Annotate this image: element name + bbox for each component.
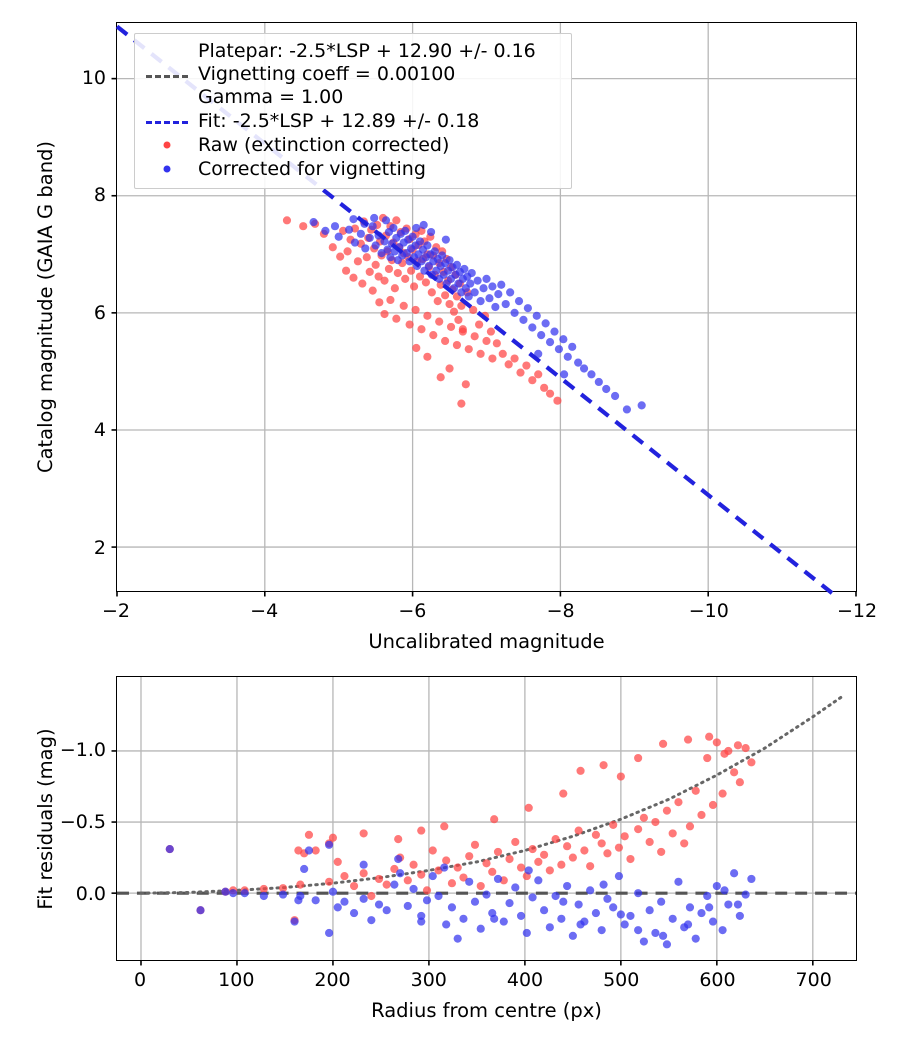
- plot-legend: Platepar: -2.5*LSP + 12.90 +/- 0.16 Vigne…: [134, 33, 572, 189]
- dashed-gray-line-icon: [144, 65, 190, 85]
- legend-label: Fit: -2.5*LSP + 12.89 +/- 0.18: [198, 109, 480, 132]
- x-tick-label: 600: [699, 969, 736, 991]
- tick-marks: [111, 77, 857, 597]
- x-tick-label: −4: [250, 600, 279, 622]
- y-tick-label: 4: [93, 419, 106, 442]
- x-tick-label: −12: [836, 600, 878, 622]
- x-tick-label: 300: [410, 969, 447, 991]
- top-y-axis-title: Catalog magnitude (GAIA G band): [34, 140, 57, 474]
- y-tick-label: −0.5: [59, 811, 106, 834]
- corrected-points-group: [309, 213, 646, 414]
- top-x-axis-title: Uncalibrated magnitude: [368, 630, 605, 653]
- residual-corrected-points-group: [165, 840, 756, 949]
- legend-row: Fit: -2.5*LSP + 12.89 +/- 0.18: [144, 109, 562, 133]
- y-tick-label: −1.0: [59, 739, 106, 762]
- y-tick-label: 2: [93, 536, 106, 559]
- legend-label-stack: Platepar: -2.5*LSP + 12.90 +/- 0.16 Vigne…: [198, 40, 536, 109]
- x-tick-label: −10: [688, 600, 729, 622]
- y-tick-label: 6: [93, 301, 106, 324]
- marker-dot: [163, 165, 171, 173]
- fit-residuals-plot: [111, 676, 857, 966]
- x-tick-label: −8: [546, 600, 575, 622]
- residual-raw-points-group: [165, 732, 756, 925]
- x-tick-label: −2: [101, 600, 131, 622]
- legend-label: Vignetting coeff = 0.00100: [198, 63, 456, 85]
- legend-row: Raw (extinction corrected): [144, 133, 562, 157]
- x-tick-label: 0: [134, 969, 147, 991]
- legend-label: Raw (extinction corrected): [198, 133, 450, 156]
- dashed-blue-line-icon: [144, 111, 190, 131]
- x-tick-label: 700: [795, 969, 832, 991]
- legend-row: Corrected for vignetting: [144, 157, 562, 181]
- red-dot-icon: [144, 135, 190, 155]
- bottom-x-axis-title: Radius from centre (px): [371, 999, 602, 1022]
- residuals-plot-canvas: [111, 677, 856, 966]
- legend-label-stack: Fit: -2.5*LSP + 12.89 +/- 0.18: [198, 110, 479, 133]
- marker-dot: [163, 141, 171, 149]
- legend-label: Corrected for vignetting: [198, 157, 426, 180]
- legend-label: Gamma = 1.00: [198, 86, 344, 108]
- vignetting-model-curve: [139, 695, 844, 895]
- legend-label-stack: Raw (extinction corrected): [198, 134, 449, 157]
- dash-stroke: [146, 121, 188, 124]
- bottom-y-axis-title: Fit residuals (mag): [34, 727, 57, 910]
- x-tick-label: 400: [506, 969, 544, 991]
- y-tick-label: 0.0: [75, 882, 106, 905]
- x-tick-label: 500: [603, 969, 640, 991]
- grid-lines: [117, 677, 856, 960]
- legend-label: Platepar: -2.5*LSP + 12.90 +/- 0.16: [198, 40, 536, 62]
- legend-row: Platepar: -2.5*LSP + 12.90 +/- 0.16 Vigne…: [144, 40, 562, 109]
- legend-label-stack: Corrected for vignetting: [198, 158, 426, 181]
- tick-marks: [111, 750, 814, 966]
- x-tick-label: 100: [218, 969, 255, 991]
- x-tick-label: 200: [314, 969, 351, 991]
- dash-stroke: [146, 74, 188, 78]
- y-tick-label: 10: [81, 66, 106, 89]
- y-tick-label: 8: [93, 184, 106, 207]
- blue-dot-icon: [144, 159, 190, 179]
- x-tick-label: −6: [398, 600, 427, 622]
